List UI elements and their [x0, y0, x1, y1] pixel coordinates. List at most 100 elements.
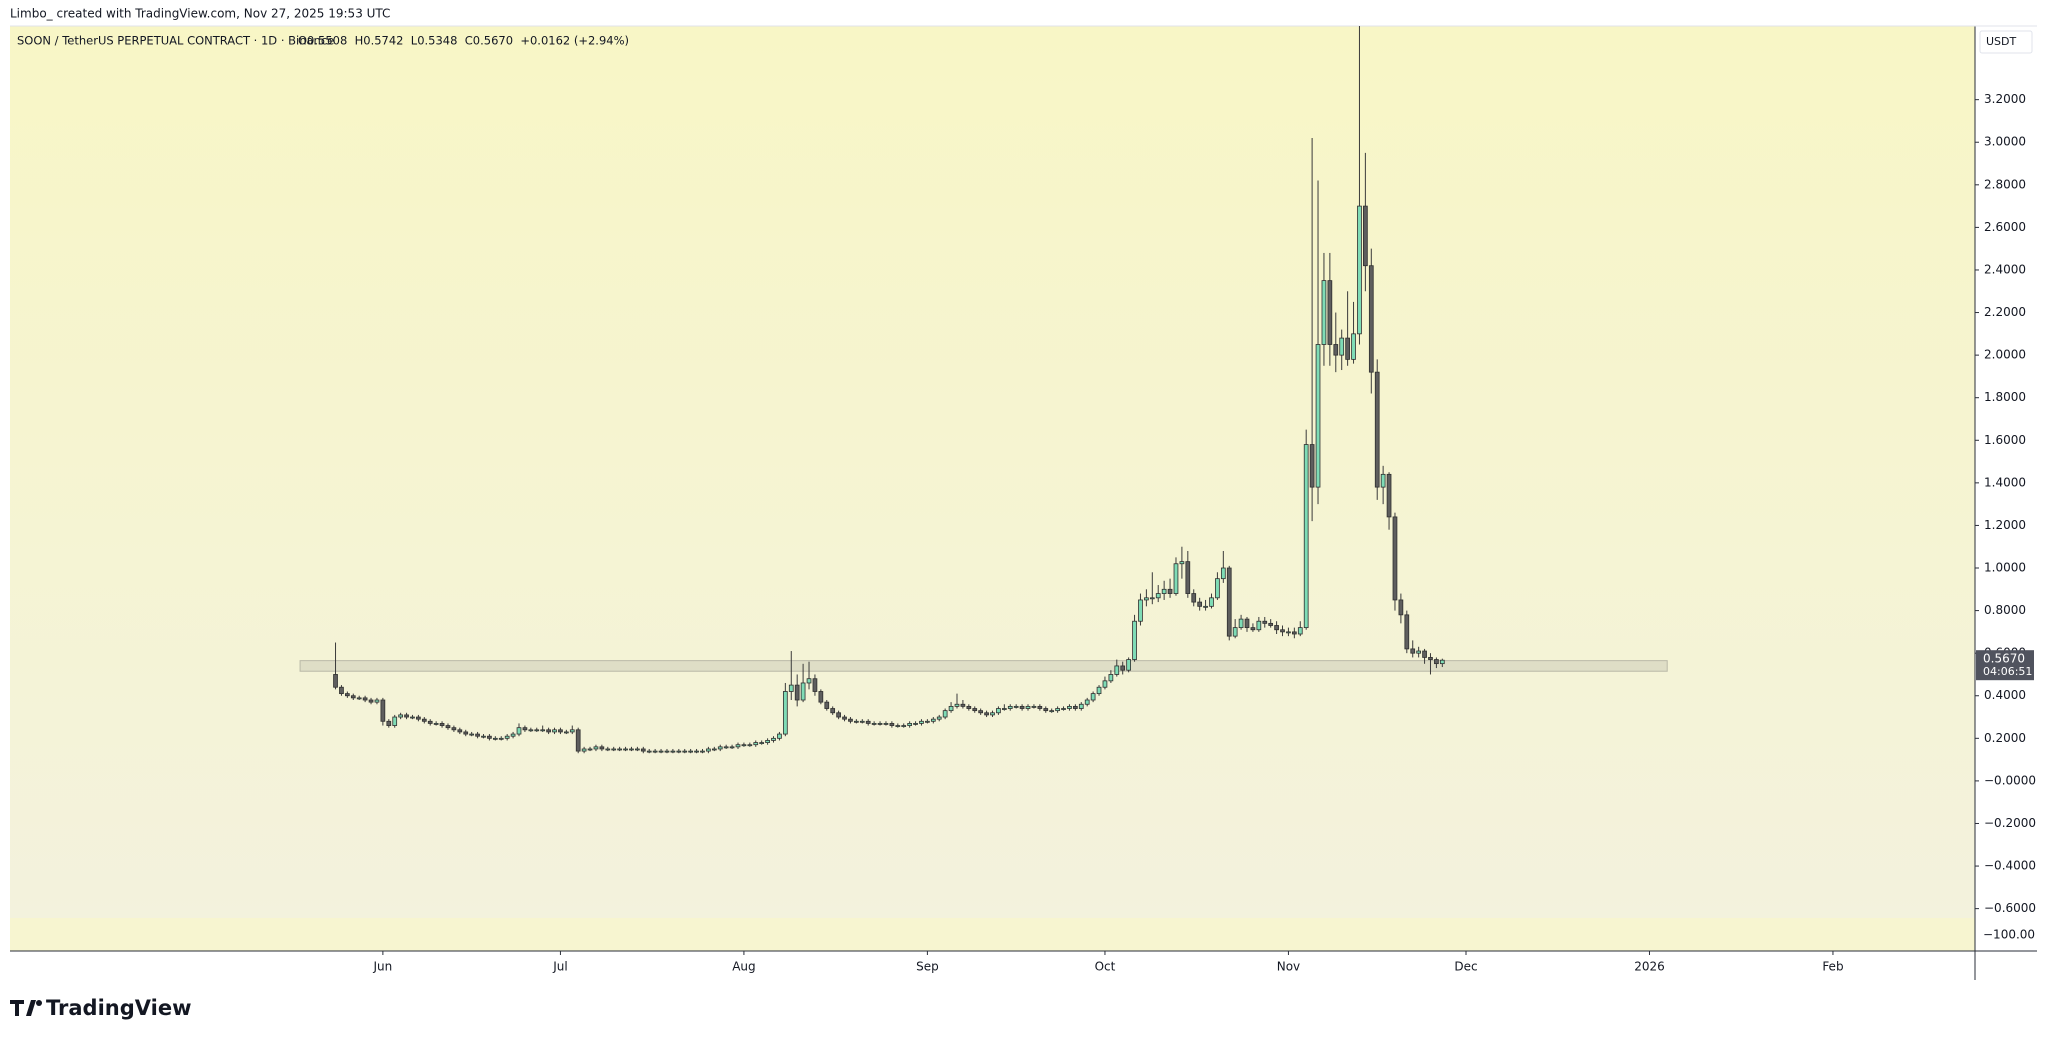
- candle-body: [433, 723, 439, 725]
- candle-body: [1073, 705, 1078, 709]
- candle-body: [1262, 620, 1268, 624]
- candle-body: [534, 729, 540, 732]
- candle-body: [410, 716, 415, 719]
- candle-body: [907, 723, 912, 726]
- candle-body: [1203, 605, 1208, 608]
- x-tick-label: 2026: [1634, 960, 1665, 974]
- candle-body: [1345, 337, 1350, 360]
- y-tick-label: 2.4000: [1984, 262, 2026, 276]
- currency-box[interactable]: [1979, 30, 2033, 54]
- candle-body: [889, 723, 895, 726]
- y-tick-label: −0.0000: [1984, 773, 2036, 787]
- candle-body: [1078, 703, 1084, 709]
- candle-body: [978, 710, 984, 714]
- candle-body: [1191, 593, 1197, 603]
- candle-body: [487, 735, 492, 739]
- lower-pane-label: −100.00: [1983, 928, 2035, 942]
- candle-body: [1303, 444, 1309, 629]
- candle-body: [1363, 205, 1368, 267]
- candle-body: [1096, 686, 1102, 695]
- candle-body: [522, 727, 528, 731]
- candle-body: [753, 742, 759, 746]
- candle-body: [966, 705, 972, 709]
- candle-body: [806, 678, 812, 684]
- candle-body: [901, 725, 907, 727]
- candle-body: [723, 746, 729, 749]
- candle-body: [350, 695, 356, 699]
- candle-body: [1102, 680, 1108, 688]
- candle-body: [345, 693, 350, 697]
- candle-body: [564, 731, 569, 734]
- candle-body: [930, 718, 936, 722]
- candle-body: [859, 720, 865, 723]
- candle-body: [640, 748, 646, 752]
- candle-body: [516, 727, 522, 735]
- candle-body: [871, 723, 877, 725]
- candle-body: [1256, 620, 1262, 631]
- candle-body: [1173, 563, 1179, 594]
- candle-body: [1368, 265, 1374, 373]
- candle-body: [800, 682, 806, 701]
- candle-body: [587, 748, 593, 751]
- x-tick-label: Jul: [552, 960, 567, 974]
- candle-body: [1327, 280, 1333, 345]
- candle-body: [1055, 708, 1060, 712]
- candle-body: [1209, 597, 1214, 607]
- candle-body: [729, 746, 735, 749]
- candle-body: [1280, 629, 1285, 633]
- candle-body: [1149, 597, 1155, 600]
- candle-body: [883, 723, 889, 725]
- candle-body: [368, 699, 374, 703]
- candle-body: [1339, 337, 1345, 356]
- candle-body: [1309, 444, 1315, 488]
- candle-body: [670, 750, 676, 753]
- candle-body: [605, 748, 611, 751]
- candle-body: [1416, 650, 1421, 654]
- candle-body: [1114, 665, 1120, 675]
- candle-body: [333, 674, 338, 688]
- candle-body: [830, 708, 836, 714]
- candle-body: [552, 729, 557, 733]
- y-tick-label: 1.6000: [1984, 433, 2026, 447]
- candle-body: [1434, 659, 1439, 665]
- candle-body: [700, 750, 705, 753]
- lower-pane: [10, 918, 1975, 951]
- candle-body: [652, 750, 658, 753]
- candle-body: [1220, 567, 1226, 580]
- x-tick-label: Jun: [373, 960, 393, 974]
- candle-body: [1132, 620, 1137, 660]
- x-tick-label: Aug: [732, 960, 755, 974]
- y-tick-label: 1.4000: [1984, 475, 2026, 489]
- candle-body: [593, 746, 599, 750]
- candle-body: [711, 748, 717, 751]
- candle-body: [717, 746, 723, 750]
- candle-body: [1226, 567, 1232, 637]
- candle-body: [398, 714, 403, 718]
- y-tick-label: 1.8000: [1984, 390, 2026, 404]
- x-tick-label: Feb: [1822, 960, 1843, 974]
- candle-body: [1215, 578, 1220, 599]
- price-tag-countdown: 04:06:51: [1983, 665, 2032, 678]
- candle-body: [457, 729, 463, 733]
- y-tick-label: 2.6000: [1984, 220, 2026, 234]
- price-tag-value: 0.5670: [1983, 652, 2025, 666]
- candle-body: [611, 748, 617, 751]
- attribution: Limbo_ created with TradingView.com, Nov…: [10, 7, 390, 21]
- candle-body: [635, 748, 640, 751]
- candle-body: [960, 703, 966, 707]
- candle-body: [954, 703, 960, 707]
- candle-body: [664, 750, 670, 753]
- x-tick-label: Oct: [1095, 960, 1116, 974]
- candle-body: [617, 748, 622, 751]
- candle-body: [942, 710, 948, 718]
- brand: TradingView: [46, 996, 191, 1020]
- x-tick-label: Nov: [1277, 960, 1300, 974]
- candle-body: [356, 697, 362, 700]
- brand-logo: [10, 1000, 42, 1016]
- candle-body: [1392, 516, 1398, 601]
- candle-body: [421, 718, 427, 722]
- candle-body: [771, 737, 776, 741]
- candle-body: [469, 733, 475, 736]
- candle-body: [599, 746, 605, 750]
